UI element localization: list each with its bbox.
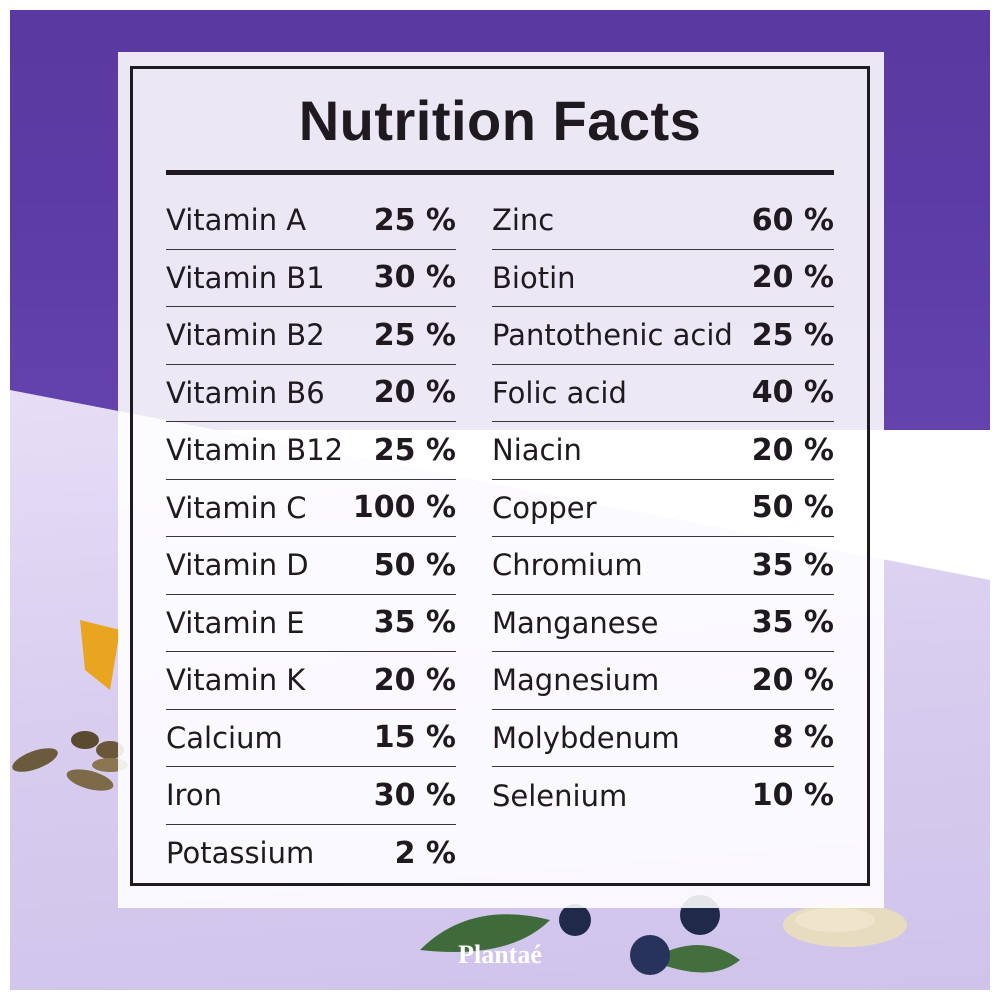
nutrient-name: Chromium	[492, 548, 643, 583]
nutrient-name: Molybdenum	[492, 720, 680, 755]
nutrient-row: Vitamin D 50 %	[166, 537, 456, 595]
nutrition-panel-backdrop	[118, 52, 884, 908]
nutrient-value: 35 %	[751, 547, 834, 583]
nutrient-name: Niacin	[492, 433, 582, 468]
nutrient-value: 25 %	[373, 317, 456, 353]
nutrient-name: Vitamin C	[166, 490, 307, 525]
nutrient-row: Manganese 35 %	[492, 595, 834, 652]
nutrient-value: 2 %	[394, 835, 456, 871]
nutrient-row: Vitamin B6 20 %	[166, 365, 456, 422]
nutrient-row: Vitamin A 25 %	[166, 192, 456, 250]
nutrient-value: 40 %	[751, 375, 834, 411]
nutrient-row: Vitamin B1 30 %	[166, 250, 456, 307]
nutrient-row: Zinc 60 %	[492, 192, 834, 250]
nutrient-name: Vitamin K	[166, 663, 306, 698]
nutrient-name: Zinc	[492, 203, 555, 238]
nutrient-row: Selenium 10 %	[492, 767, 834, 825]
nutrient-value: 25 %	[373, 202, 456, 238]
nutrient-name: Vitamin A	[166, 203, 307, 238]
nutrient-value: 10 %	[751, 778, 834, 814]
nutrient-row: Vitamin C 100 %	[166, 480, 456, 537]
nutrient-name: Vitamin B2	[166, 318, 325, 353]
nutrient-value: 100 %	[352, 490, 456, 526]
nutrient-row: Magnesium 20 %	[492, 652, 834, 710]
nutrient-value: 20 %	[751, 662, 834, 698]
nutrient-row: Folic acid 40 %	[492, 365, 834, 422]
brand-logo: Plantaé	[458, 940, 542, 969]
nutrition-panel-frame	[130, 66, 870, 886]
nutrient-name: Vitamin B12	[166, 433, 344, 468]
nutrient-name: Copper	[492, 490, 597, 525]
nutrient-row: Iron 30 %	[166, 767, 456, 825]
nutrient-value: 30 %	[373, 260, 456, 296]
right-nutrient-column: Zinc 60 % Biotin 20 % Pantothenic acid 25 % Fo…	[492, 192, 834, 825]
nutrient-row: Chromium 35 %	[492, 537, 834, 595]
nutrient-value: 50 %	[373, 547, 456, 583]
nutrient-value: 35 %	[751, 605, 834, 641]
page-title: Nutrition Facts	[298, 89, 702, 152]
nutrient-row: Niacin 20 %	[492, 422, 834, 480]
nutrient-value: 20 %	[373, 375, 456, 411]
nutrient-name: Manganese	[492, 605, 659, 640]
nutrient-name: Selenium	[492, 778, 628, 813]
nutrient-name: Calcium	[166, 720, 283, 755]
nutrient-value: 60 %	[751, 202, 834, 238]
nutrient-value: 25 %	[751, 317, 834, 353]
nutrient-value: 30 %	[373, 777, 456, 813]
nutrient-row: Vitamin B2 25 %	[166, 307, 456, 365]
nutrient-name: Vitamin D	[166, 548, 309, 583]
nutrient-value: 8 %	[772, 720, 834, 756]
nutrient-row: Copper 50 %	[492, 480, 834, 537]
nutrient-row: Vitamin B12 25 %	[166, 422, 456, 480]
food-decoration-left	[12, 620, 128, 791]
nutrient-name: Iron	[166, 778, 222, 813]
nutrient-value: 35 %	[373, 605, 456, 641]
nutrient-row: Pantothenic acid 25 %	[492, 307, 834, 365]
nutrient-value: 20 %	[373, 662, 456, 698]
nutrient-name: Magnesium	[492, 663, 660, 698]
left-nutrient-column: Vitamin A 25 % Vitamin B1 30 % Vitamin B2 25 …	[166, 192, 456, 882]
nutrient-row: Vitamin K 20 %	[166, 652, 456, 710]
nutrient-row: Molybdenum 8 %	[492, 710, 834, 767]
nutrient-row: Potassium 2 %	[166, 825, 456, 883]
nutrient-row: Vitamin E 35 %	[166, 595, 456, 652]
nutrient-row: Biotin 20 %	[492, 250, 834, 307]
nutrient-name: Biotin	[492, 260, 576, 295]
nutrient-name: Potassium	[166, 836, 315, 871]
nutrient-name: Vitamin B1	[166, 260, 325, 295]
nutrient-value: 25 %	[373, 432, 456, 468]
title-divider	[166, 170, 834, 175]
nutrient-value: 50 %	[751, 490, 834, 526]
nutrient-name: Vitamin B6	[166, 375, 325, 410]
nutrient-name: Folic acid	[492, 375, 627, 410]
nutrient-value: 20 %	[751, 260, 834, 296]
nutrient-value: 15 %	[373, 720, 456, 756]
nutrient-value: 20 %	[751, 432, 834, 468]
nutrient-name: Vitamin E	[166, 605, 305, 640]
nutrient-name: Pantothenic acid	[492, 318, 733, 353]
nutrient-row: Calcium 15 %	[166, 710, 456, 767]
rice-decoration	[783, 903, 907, 947]
